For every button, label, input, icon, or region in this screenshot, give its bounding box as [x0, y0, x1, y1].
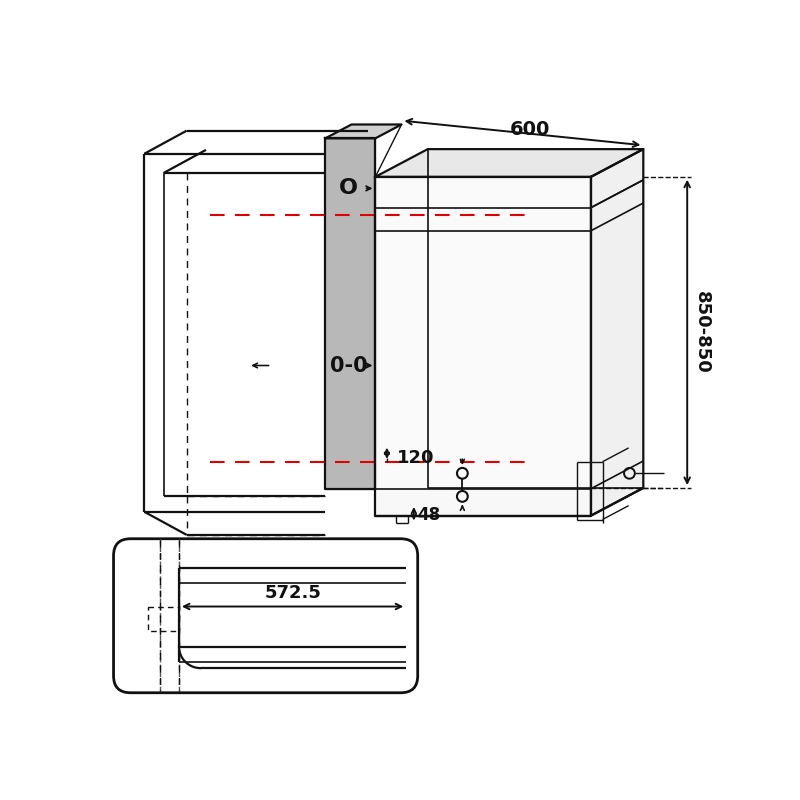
FancyBboxPatch shape: [114, 538, 418, 693]
Polygon shape: [375, 149, 643, 177]
Text: O: O: [339, 178, 358, 198]
Text: 120: 120: [397, 449, 434, 467]
Polygon shape: [375, 489, 591, 516]
Text: 0-0: 0-0: [330, 355, 367, 375]
Text: 572.5: 572.5: [264, 584, 321, 602]
Text: 850-850: 850-850: [694, 291, 711, 374]
Polygon shape: [375, 177, 591, 516]
Text: 600: 600: [510, 120, 550, 139]
Polygon shape: [326, 138, 375, 489]
Text: 48: 48: [418, 506, 441, 524]
Polygon shape: [591, 149, 643, 516]
Polygon shape: [326, 125, 402, 138]
